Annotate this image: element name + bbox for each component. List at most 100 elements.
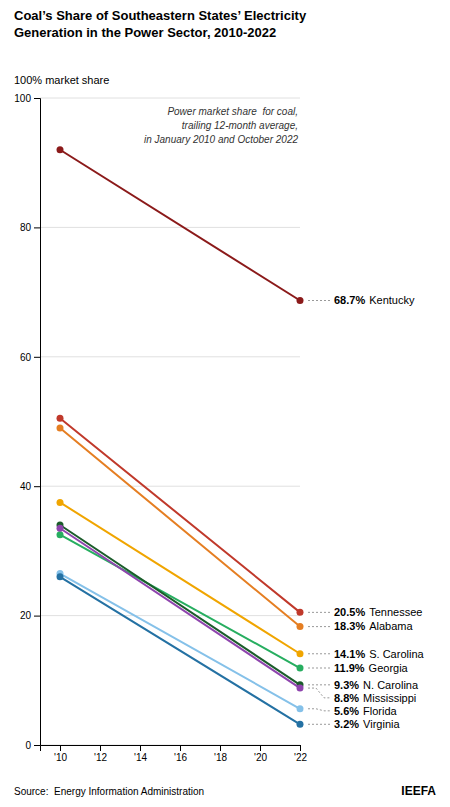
series-name: Mississippi — [363, 692, 416, 704]
leader-line — [308, 626, 330, 627]
data-label: 8.8% Mississippi — [334, 692, 416, 704]
tick-mark — [60, 745, 61, 751]
tick: 60 — [20, 352, 40, 363]
plot: '10 '12 '14 '16 '18 '20 '22 0 20 40 60 80 100 Power m… — [14, 93, 424, 763]
grid-line — [40, 486, 300, 487]
grid-line — [40, 356, 300, 357]
grid-line — [40, 615, 300, 616]
data-label: 5.6% Florida — [334, 705, 398, 717]
series-name: Georgia — [369, 662, 409, 674]
tick: 80 — [20, 222, 40, 233]
tick-label: 60 — [20, 352, 32, 363]
data-label: 18.3% Alabama — [334, 620, 414, 632]
series-name: S. Carolina — [369, 648, 424, 660]
series-name: N. Carolina — [363, 679, 419, 691]
data-labels: 68.7%Kentucky20.5%Tennessee18.3%Alabama1… — [308, 294, 425, 730]
series-name: Alabama — [369, 620, 413, 632]
tick-label: '16 — [174, 752, 187, 763]
tick-label: '10 — [54, 752, 67, 763]
tick-mark — [34, 357, 40, 358]
marker — [297, 665, 304, 672]
marker — [297, 685, 304, 692]
marker — [297, 623, 304, 630]
tick: 0 — [25, 740, 40, 751]
marker — [297, 297, 304, 304]
value-label: 68.7% — [334, 294, 365, 306]
data-label: 3.2%Virginia — [334, 718, 400, 730]
annotation-line: Power market share for coal, — [167, 106, 298, 117]
grid-line — [40, 98, 300, 99]
tick-mark — [34, 227, 40, 228]
data-label: 20.5%Tennessee — [334, 606, 422, 618]
tick-label: 0 — [25, 740, 31, 751]
tick-label: 80 — [20, 222, 32, 233]
data-label: 11.9% Georgia — [334, 662, 409, 674]
tick-label: 100 — [14, 93, 31, 104]
tick-mark — [100, 745, 101, 751]
leader-line — [308, 724, 330, 725]
data-label: 9.3% N. Carolina — [334, 679, 419, 691]
leader-line — [308, 612, 330, 613]
series-line — [60, 418, 300, 612]
tick-mark — [180, 745, 181, 751]
axis-line — [41, 746, 301, 752]
value-label: 11.9% — [334, 662, 365, 674]
tick: '10 — [54, 745, 67, 763]
tick: '22 — [294, 745, 307, 763]
tick: 40 — [20, 481, 40, 492]
marker — [57, 146, 64, 153]
marker — [57, 573, 64, 580]
series-name: Virginia — [363, 718, 400, 730]
leader-line — [308, 688, 330, 698]
series-name: Florida — [363, 705, 398, 717]
y-axis-label: 100% market share — [14, 74, 109, 86]
leader-line — [308, 668, 330, 669]
value-label: 9.3% — [334, 679, 359, 691]
tick-label: 40 — [20, 481, 32, 492]
tick: '16 — [174, 745, 187, 763]
tick-mark — [34, 745, 40, 746]
leader-line — [308, 684, 330, 685]
source: Source: Energy Information Administratio… — [14, 786, 204, 797]
value-label: 5.6% — [334, 705, 359, 717]
marker — [57, 525, 64, 532]
axis-line — [34, 99, 41, 746]
tick-label: '14 — [134, 752, 147, 763]
x-axis: '10 '12 '14 '16 '18 '20 '22 — [41, 745, 308, 763]
marker — [57, 499, 64, 506]
chart: Coal’s Share of Southeastern States’ Ele… — [0, 0, 450, 807]
tick-label: 20 — [20, 610, 32, 621]
annotation: Power market share for coal,trailing 12-… — [144, 106, 298, 145]
series-name: Kentucky — [369, 294, 415, 306]
leader-line — [308, 300, 330, 301]
value-label: 8.8% — [334, 692, 359, 704]
tick-mark — [140, 745, 141, 751]
grid-line — [40, 227, 300, 228]
marks — [57, 146, 304, 728]
tick-label: '20 — [254, 752, 267, 763]
data-label: 68.7% Kentucky — [334, 294, 415, 306]
series-line — [60, 502, 300, 653]
series-line — [60, 150, 300, 301]
tick: '12 — [94, 745, 107, 763]
series-line — [60, 525, 300, 685]
tick: '20 — [254, 745, 267, 763]
marker — [297, 650, 304, 657]
series-line — [60, 528, 300, 688]
marker — [57, 415, 64, 422]
tick: 100 — [14, 93, 40, 104]
tick-mark — [300, 745, 301, 751]
logo: IEEFA — [401, 784, 436, 798]
series-line — [60, 574, 300, 709]
value-label: 18.3% — [334, 620, 365, 632]
value-label: 20.5% — [334, 606, 365, 618]
marker — [57, 424, 64, 431]
grid — [40, 98, 300, 745]
tick-mark — [220, 745, 221, 751]
tick: '18 — [214, 745, 227, 763]
y-axis: 0 20 40 60 80 100 — [14, 93, 40, 751]
series-line — [60, 577, 300, 725]
title: Coal’s Share of Southeastern States’ Ele… — [14, 8, 307, 23]
leader-line — [308, 653, 330, 654]
tick: 20 — [20, 610, 40, 621]
